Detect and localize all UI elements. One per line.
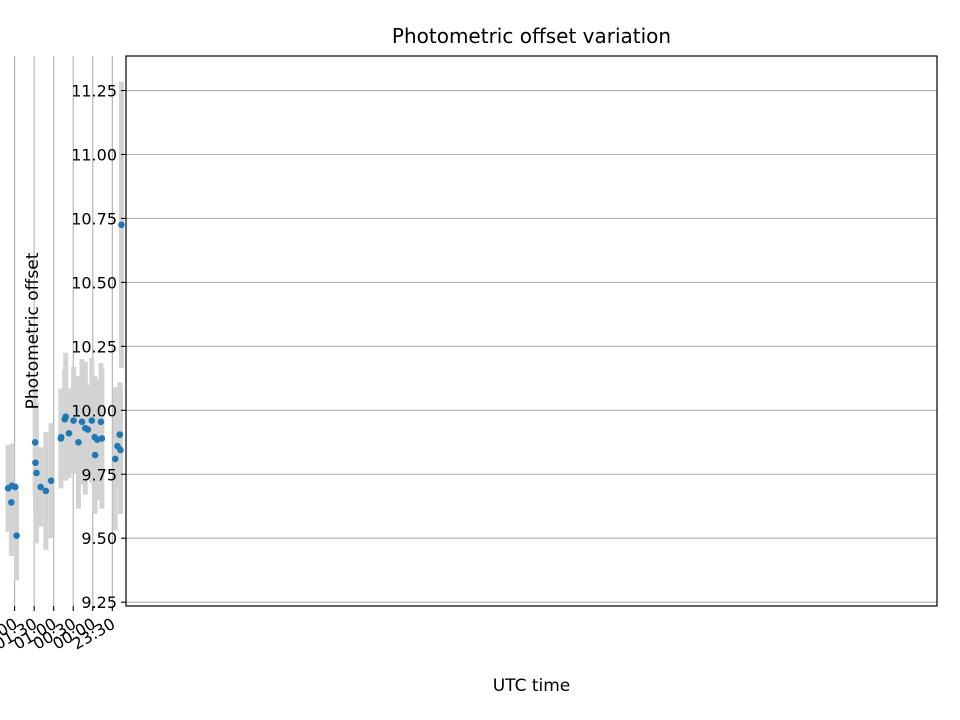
data-point xyxy=(111,455,119,463)
data-point xyxy=(78,418,86,426)
y-tick-label: 11.25 xyxy=(71,82,117,101)
y-axis-ticks: 9.25 9.50 9.75 10.00 10.25 10.50 10.75 11.00 11.… xyxy=(71,82,126,612)
data-point xyxy=(75,438,82,446)
plot-frame xyxy=(125,55,938,607)
data-point xyxy=(81,424,89,432)
y-tick-label: 9.50 xyxy=(81,529,117,548)
data-point xyxy=(47,477,55,484)
data-point xyxy=(31,438,39,446)
y-tick-label: 10.25 xyxy=(71,337,117,356)
data-point xyxy=(61,415,69,423)
data-point xyxy=(4,485,12,492)
data-point xyxy=(8,499,15,506)
x-axis-label: UTC time xyxy=(493,676,571,696)
y-tick-label: 10.75 xyxy=(71,209,117,228)
y-tick-label: 11.00 xyxy=(71,145,117,164)
data-point xyxy=(91,433,99,441)
chart-title: Photometric offset variation xyxy=(392,24,671,48)
y-tick-label: 10.00 xyxy=(71,401,117,420)
y-axis-label: Photometric offset xyxy=(23,252,43,409)
y-tick-label: 9.25 xyxy=(81,593,117,612)
y-tick-label: 9.75 xyxy=(81,465,117,484)
data-point xyxy=(118,221,125,229)
data-point xyxy=(32,459,39,467)
data-point xyxy=(13,532,20,539)
data-point xyxy=(37,483,44,491)
data-point xyxy=(88,417,96,424)
data-point xyxy=(33,469,40,477)
data-point xyxy=(57,435,65,442)
data-markers xyxy=(4,221,125,539)
data-point xyxy=(114,442,121,450)
data-point xyxy=(70,417,77,424)
data-point xyxy=(91,451,99,459)
data-point xyxy=(116,431,124,438)
data-point xyxy=(42,487,50,495)
data-point xyxy=(97,418,105,426)
data-point xyxy=(65,430,73,437)
y-tick-label: 10.50 xyxy=(71,273,117,292)
